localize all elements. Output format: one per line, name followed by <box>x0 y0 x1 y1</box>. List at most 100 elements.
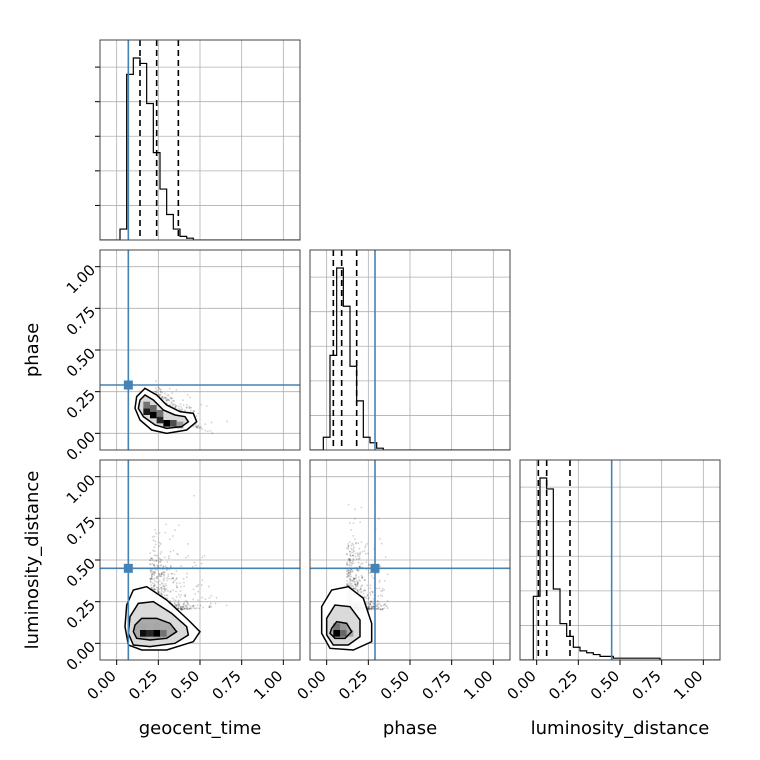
sample-point <box>347 571 350 574</box>
sample-point <box>162 565 165 568</box>
sample-point <box>182 605 185 608</box>
sample-point <box>190 607 193 610</box>
sample-point <box>163 587 166 590</box>
sample-point <box>186 607 189 609</box>
sample-point <box>156 564 159 567</box>
sample-point <box>354 555 357 558</box>
sample-point <box>150 584 153 587</box>
sample-point <box>358 565 361 568</box>
sample-point <box>204 598 207 601</box>
density-cell <box>153 630 160 637</box>
sample-point <box>357 580 360 583</box>
sample-point <box>355 558 358 560</box>
sample-point <box>210 602 212 605</box>
sample-point <box>189 607 191 610</box>
density-cell <box>156 410 164 417</box>
hist-panel-geocent_time <box>95 39 301 241</box>
density-cell <box>146 630 154 637</box>
sample-point <box>188 608 191 610</box>
sample-point <box>367 607 370 610</box>
histogram-geocent_time <box>100 57 300 240</box>
sample-point <box>350 544 353 547</box>
sample-point <box>189 604 191 607</box>
sample-point <box>349 568 352 571</box>
sample-point <box>353 577 356 580</box>
sample-point <box>162 565 165 568</box>
sample-point <box>155 580 158 583</box>
sample-point <box>355 542 357 545</box>
sample-point <box>172 581 175 583</box>
sample-point <box>352 557 355 560</box>
sample-point <box>153 560 156 563</box>
sample-point <box>178 604 181 607</box>
sample-point <box>355 576 358 579</box>
sample-point <box>159 558 162 560</box>
sample-point <box>175 577 178 580</box>
sample-point <box>345 572 348 575</box>
sample-point <box>368 608 371 611</box>
sample-point <box>150 557 153 560</box>
sample-point <box>347 543 349 545</box>
sample-point <box>376 600 379 602</box>
sample-point <box>154 540 157 543</box>
sample-point <box>153 564 156 567</box>
sample-point <box>353 578 356 581</box>
sample-point <box>184 595 187 598</box>
sample-point <box>185 576 188 579</box>
sample-point <box>158 572 160 575</box>
sample-point <box>355 585 358 588</box>
sample-point <box>347 544 350 547</box>
sample-point <box>380 605 383 607</box>
sample-point <box>174 406 177 409</box>
panel-content <box>310 460 510 660</box>
sample-point <box>155 560 158 562</box>
sample-point <box>159 390 162 393</box>
sample-point <box>159 391 162 393</box>
sample-point <box>386 600 389 602</box>
y-tick-label: 0.50 <box>63 554 99 590</box>
density-cell <box>170 420 177 427</box>
sample-point <box>177 605 180 608</box>
sample-point <box>160 573 163 576</box>
sample-point <box>204 423 207 426</box>
sample-point <box>180 608 183 611</box>
sample-point <box>354 583 357 586</box>
sample-point <box>379 604 382 607</box>
sample-point <box>357 542 360 545</box>
sample-point <box>174 404 177 407</box>
sample-point <box>149 559 152 562</box>
sample-point <box>160 582 163 584</box>
sample-point <box>352 549 355 552</box>
sample-point <box>180 607 183 610</box>
sample-point <box>183 581 185 584</box>
sample-point <box>194 564 197 567</box>
sample-point <box>159 573 161 576</box>
sample-point <box>362 592 365 595</box>
sample-point <box>364 544 367 547</box>
sample-point <box>160 593 163 596</box>
sample-point <box>155 532 157 535</box>
sample-point <box>160 592 162 594</box>
contour-line-2 <box>127 600 190 648</box>
sample-point <box>350 564 353 567</box>
sample-point <box>354 584 357 587</box>
sample-point <box>167 557 170 560</box>
sample-point <box>172 399 174 402</box>
sample-point <box>353 587 356 590</box>
sample-point <box>352 585 354 588</box>
sample-point <box>356 552 359 555</box>
sample-point <box>166 560 169 563</box>
sample-point <box>191 566 194 568</box>
sample-point <box>177 553 179 556</box>
sample-point <box>195 426 198 429</box>
sample-point <box>153 535 156 538</box>
x-tick-label: 0.75 <box>628 667 664 703</box>
sample-point <box>357 569 359 572</box>
sample-point <box>358 565 361 568</box>
sample-point <box>369 603 371 606</box>
sample-point <box>181 608 184 610</box>
sample-point <box>197 599 200 602</box>
sample-point <box>201 579 204 582</box>
sample-point <box>350 585 352 588</box>
